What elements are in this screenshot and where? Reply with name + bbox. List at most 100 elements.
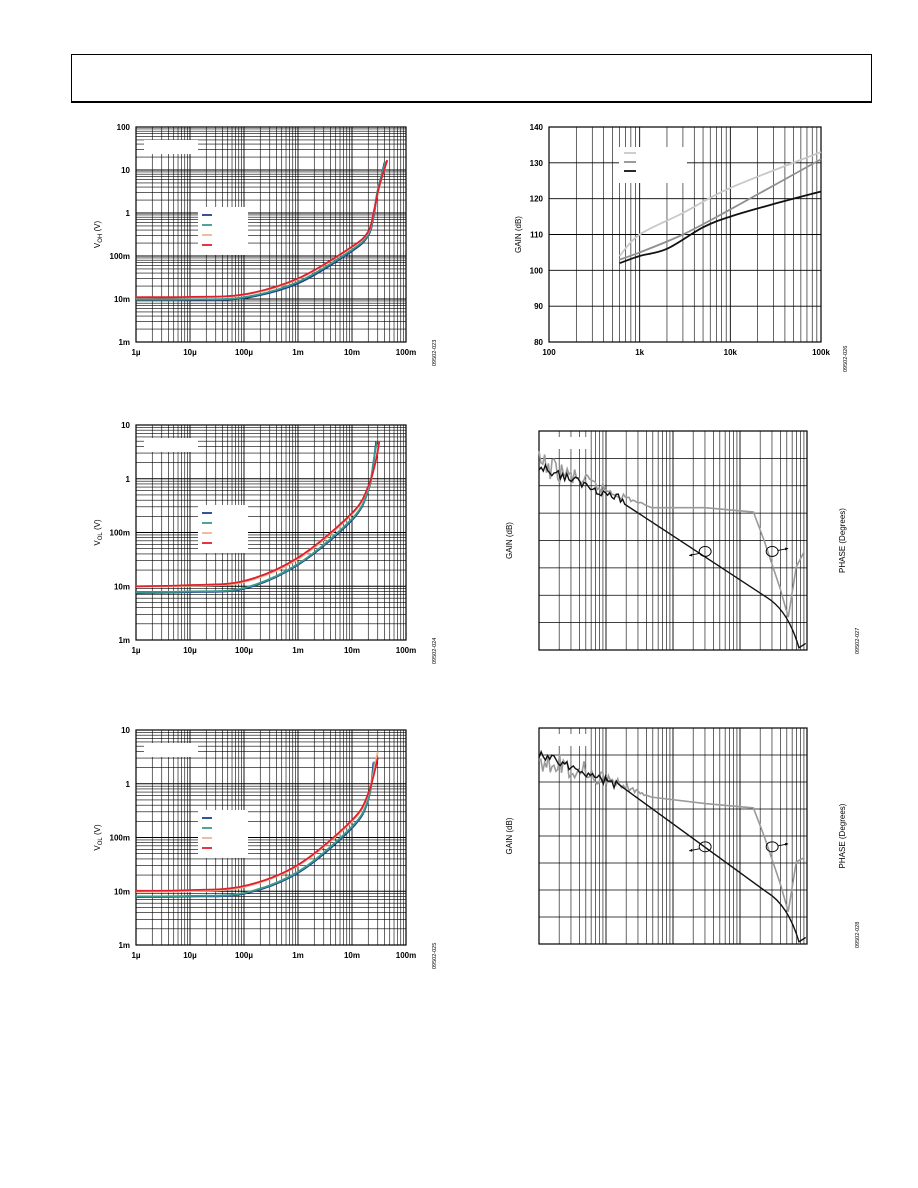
vol2-series-line [135,761,376,898]
bode1-y2-axis-label: PHASE (Degrees) [838,508,847,573]
vol1-y-tick-label: 10 [121,421,130,430]
vol1-condition-box [144,438,198,452]
vol1-y-tick-label: 1m [118,636,130,645]
bode1-gain-marker [698,546,712,557]
voh-series-line [135,159,389,299]
y-label-unit: (V) [93,824,102,837]
bode1-phase-line [538,450,806,618]
bode2-phase-line [538,754,805,912]
vol2-y-tick-label: 10m [114,887,130,896]
voh-figure-id: 09502-023 [432,340,438,366]
vol2-y-tick-label: 10 [121,726,130,735]
voh-chart: 1µ 10µ 100µ 1m 10m 100m 1m 10m 100m 1 10 100 VOH (V)… [93,123,438,366]
bode2-gain-arrowhead [689,848,693,852]
voh-y-tick-label: 10 [121,166,130,175]
vol1-frame [135,424,407,641]
y-label-sub: OL [98,837,104,846]
y-label-sub: OH [98,234,104,243]
vol1-figure-id: 09502-024 [432,638,438,664]
vol2-x-tick-label: 100µ [235,951,253,960]
vol2-x-tick-label: 10µ [183,951,197,960]
bode1-gain-line [538,462,807,649]
vol2-frame [135,729,407,946]
gain-y-tick-label: 130 [530,159,544,168]
voh-y-axis-label: VOH (V) [93,221,104,249]
bode2-gain-line [538,749,807,943]
vol1-series-line [135,441,378,593]
y-label-sub: OL [98,532,104,541]
vol2-y-tick-label: 1 [126,780,131,789]
gain-series-line [619,190,822,265]
bode1-figure-id: 09502-027 [855,628,861,654]
vol2-y-tick-label: 1m [118,941,130,950]
gain-x-tick-label: 10k [724,348,738,357]
bode2-chart: GAIN (dB) PHASE (Degrees) 09502-028 [505,727,861,948]
vol1-x-tick-label: 1µ [131,646,140,655]
vol1-y-tick-label: 100m [110,529,130,538]
vol1-y-tick-label: 1 [126,475,131,484]
voh-condition-box [144,140,198,154]
vol2-condition-box [144,743,198,757]
bode2-phase-marker [765,841,779,853]
bode2-figure-id: 09502-028 [855,922,861,948]
vol1-x-tick-label: 100µ [235,646,253,655]
voh-x-tick-label: 1m [292,348,304,357]
bode2-gain-marker [698,841,712,853]
gain-y-tick-label: 90 [534,302,543,311]
vol1-x-tick-label: 10m [344,646,360,655]
voh-y-tick-label: 1m [118,338,130,347]
vol1-x-tick-label: 100m [396,646,416,655]
voh-y-tick-label: 1 [126,209,131,218]
gain-chart: 100 1k 10k 100k 80 90 100 110 120 130 140 GAIN (dB)… [514,123,849,372]
vol2-series-line [135,757,379,892]
bode2-y2-axis-label: PHASE (Degrees) [838,803,847,868]
gain-x-tick-label: 100 [542,348,556,357]
gain-y-tick-label: 120 [530,195,544,204]
gain-y-tick-label: 140 [530,123,544,132]
vol1-y-tick-label: 10m [114,582,130,591]
voh-y-tick-label: 100m [110,252,130,261]
voh-x-tick-label: 10m [344,348,360,357]
vol1-series-line [135,441,381,588]
bode1-gain-arrowhead [689,553,693,557]
voh-x-tick-label: 100µ [235,348,253,357]
bode1-y-axis-label: GAIN (dB) [505,522,514,559]
vol2-y-tick-label: 100m [110,834,130,843]
voh-y-tick-label: 100 [117,123,131,132]
gain-y-tick-label: 100 [530,266,544,275]
gain-series-line [619,158,822,261]
y-label-main: V [93,540,102,546]
gain-figure-id: 09502-026 [843,346,849,372]
gain-x-tick-label: 100k [812,348,830,357]
vol2-x-tick-label: 1µ [131,951,140,960]
voh-x-tick-label: 100m [396,348,416,357]
vol2-series-line [135,762,375,898]
vol2-x-tick-label: 10m [344,951,360,960]
y-label-unit: (V) [93,221,102,234]
gain-series-line [618,151,822,257]
gain-y-tick-label: 80 [534,338,543,347]
voh-x-tick-label: 1µ [131,348,140,357]
y-label-unit: (V) [93,519,102,532]
vol2-figure-id: 09502-025 [432,943,438,969]
gain-x-tick-label: 1k [635,348,644,357]
vol1-x-tick-label: 10µ [183,646,197,655]
bode1-phase-marker [765,546,779,557]
vol1-series-line [135,441,381,588]
bode1-condition-box [549,437,589,449]
bode1-phase-arrowhead [785,547,789,551]
bode2-y-axis-label: GAIN (dB) [505,817,514,854]
vol1-x-tick-label: 1m [292,646,304,655]
header-rule [71,101,872,103]
vol2-x-tick-label: 100m [396,951,416,960]
voh-x-tick-label: 10µ [183,348,197,357]
voh-frame [135,126,407,343]
voh-y-tick-label: 10m [114,295,130,304]
vol1-y-axis-label: VOL (V) [93,519,104,546]
vol2-chart: 1µ 10µ 100µ 1m 10m 100m 1m 10m 100m 1 10 VOL (V) 095… [93,726,438,969]
y-label-main: V [93,242,102,248]
vol1-chart: 1µ 10µ 100µ 1m 10m 100m 1m 10m 100m 1 10 VOL (V) 095… [93,421,438,664]
vol2-x-tick-label: 1m [292,951,304,960]
bode2-condition-box [549,734,589,746]
